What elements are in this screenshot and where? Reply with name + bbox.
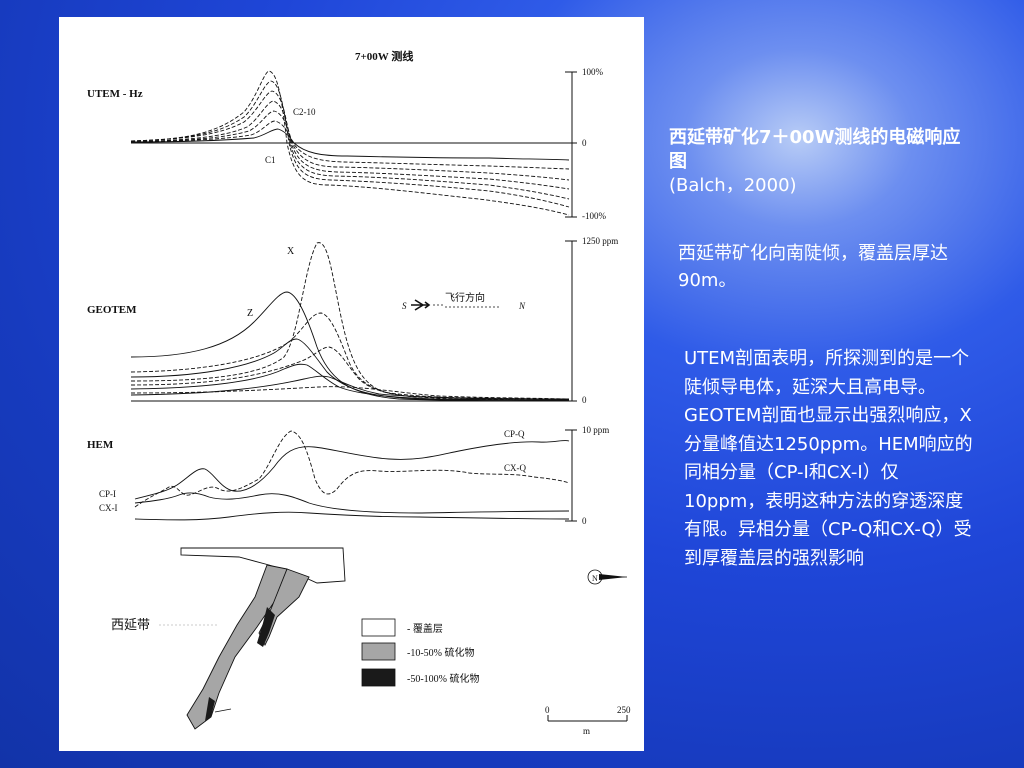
sidebar-paragraph-1: 西延带矿化向南陡倾，覆盖层厚达90m。 bbox=[678, 243, 948, 291]
utem-scale-bottom: -100% bbox=[582, 211, 606, 221]
utem-curve bbox=[130, 70, 570, 216]
legend-swatch-sulfide-low bbox=[361, 642, 396, 661]
flight-direction-label: 飞行方向 bbox=[445, 291, 485, 304]
hem-label-cxi: CX-I bbox=[99, 503, 118, 513]
geotem-scale-top: 1250 ppm bbox=[582, 236, 618, 246]
utem-label: UTEM - Hz bbox=[87, 88, 143, 100]
geotem-curve bbox=[130, 386, 570, 400]
legend-swatch-overburden bbox=[361, 618, 396, 637]
utem-curve bbox=[130, 80, 570, 208]
utem-curve-label-top: C2-10 bbox=[293, 107, 316, 117]
sidebar-paragraph-2: UTEM剖面表明，所探测到的是一个陡倾导电体，延深大且高电导。GEOTEM剖面也… bbox=[684, 348, 973, 569]
legend-label-overburden: - 覆盖层 bbox=[407, 622, 443, 635]
hem-label-cpq: CP-Q bbox=[504, 429, 525, 439]
section-legend: - 覆盖层 -10-50% 硫化物 -50-100% 硫化物 bbox=[361, 618, 480, 687]
utem-curve bbox=[130, 90, 570, 200]
hem-curve-cpi bbox=[134, 492, 570, 514]
hem-scale-top: 10 ppm bbox=[582, 425, 609, 435]
em-response-figure: 7+00W 测线 UTEM - Hz 100% 0 -100% C2-10 C1… bbox=[87, 49, 631, 736]
hem-label-cxq: CX-Q bbox=[504, 463, 526, 473]
scale-start: 0 bbox=[545, 705, 550, 715]
sulfide-10-50-unit bbox=[186, 564, 288, 730]
north-label: N bbox=[592, 574, 598, 583]
geotem-label: GEOTEM bbox=[87, 304, 137, 316]
geotem-curve bbox=[130, 346, 570, 400]
hem-curves bbox=[134, 430, 570, 521]
utem-curve bbox=[130, 120, 570, 170]
hem-label: HEM bbox=[87, 439, 114, 451]
geotem-curves bbox=[130, 242, 570, 402]
aircraft-icon bbox=[411, 299, 431, 311]
flight-n: N bbox=[518, 301, 526, 311]
geotem-comp-x: X bbox=[287, 246, 295, 257]
figure-header: 7+00W 测线 bbox=[355, 49, 413, 63]
utem-curve bbox=[130, 100, 570, 190]
utem-curve-label-bottom: C1 bbox=[265, 155, 276, 165]
sulfide-50-100-unit bbox=[257, 607, 275, 647]
hem-curve-cpq bbox=[134, 440, 570, 500]
utem-curves bbox=[130, 70, 570, 216]
legend-label-sulfide-high: -50-100% 硫化物 bbox=[407, 672, 480, 685]
geotem-curve bbox=[130, 291, 570, 402]
geotem-curve bbox=[130, 363, 570, 401]
sulfide-50-100-unit bbox=[205, 697, 215, 721]
geologic-section bbox=[180, 547, 346, 730]
flight-s: S bbox=[402, 301, 407, 311]
hem-label-cpi: CP-I bbox=[99, 489, 116, 499]
hem-curve-cxi bbox=[134, 511, 570, 521]
geotem-curve bbox=[130, 312, 570, 400]
figure-panel: 7+00W 测线 UTEM - Hz 100% 0 -100% C2-10 C1… bbox=[59, 17, 644, 751]
section-place-label: 西延带 bbox=[111, 617, 150, 632]
legend-swatch-sulfide-high bbox=[361, 668, 396, 687]
utem-scale-top: 100% bbox=[582, 67, 604, 77]
hem-curve-cxq bbox=[134, 430, 570, 508]
sidebar-title-block: 西延带矿化7＋00W测线的电磁响应图 (Balch，2000) bbox=[669, 126, 969, 198]
utem-scale-mid: 0 bbox=[582, 138, 587, 148]
geotem-curve bbox=[130, 375, 570, 400]
geotem-comp-z: Z bbox=[247, 308, 253, 319]
geotem-scale-bottom: 0 bbox=[582, 395, 587, 405]
scale-end: 250 bbox=[617, 705, 631, 715]
legend-label-sulfide-low: -10-50% 硫化物 bbox=[407, 646, 475, 659]
utem-curve bbox=[130, 110, 570, 181]
sidebar-title: 西延带矿化7＋00W测线的电磁响应图 bbox=[669, 127, 961, 172]
scale-bar bbox=[547, 715, 628, 722]
scale-unit: m bbox=[583, 726, 590, 736]
sidebar-citation: (Balch，2000) bbox=[669, 175, 797, 196]
geotem-curve bbox=[130, 242, 570, 401]
hem-scale-bottom: 0 bbox=[582, 516, 587, 526]
utem-curve bbox=[130, 128, 570, 161]
north-arrow-icon bbox=[587, 569, 627, 585]
